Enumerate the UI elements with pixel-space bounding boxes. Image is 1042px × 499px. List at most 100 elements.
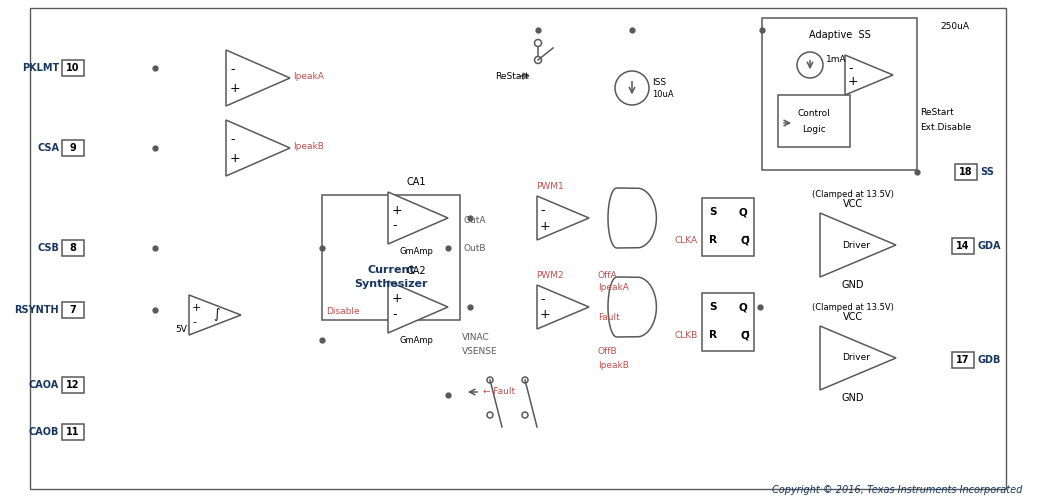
- Text: VCC: VCC: [843, 199, 863, 209]
- Bar: [702, 293, 754, 351]
- Text: RSYNTH: RSYNTH: [15, 305, 59, 315]
- Text: Q: Q: [738, 302, 747, 312]
- Text: Q̅: Q̅: [740, 235, 749, 245]
- Text: +: +: [392, 204, 402, 217]
- Polygon shape: [609, 277, 656, 337]
- Polygon shape: [537, 285, 589, 329]
- Circle shape: [487, 412, 493, 418]
- Text: GmAmp: GmAmp: [399, 336, 432, 345]
- Text: CLKB: CLKB: [675, 330, 698, 339]
- Text: CAOB: CAOB: [28, 427, 59, 437]
- Text: +: +: [540, 308, 550, 321]
- Text: IpeakA: IpeakA: [293, 71, 324, 80]
- Text: Driver: Driver: [842, 241, 870, 250]
- Text: -: -: [230, 63, 234, 76]
- Text: GDA: GDA: [977, 241, 1000, 251]
- Text: -: -: [392, 220, 397, 233]
- Text: Ext.Disable: Ext.Disable: [920, 122, 971, 132]
- Text: IpeakA: IpeakA: [598, 283, 629, 292]
- Text: +: +: [540, 220, 550, 233]
- Text: S: S: [709, 207, 717, 217]
- Polygon shape: [609, 188, 656, 248]
- Bar: [322, 195, 460, 320]
- Bar: [63, 240, 84, 256]
- Bar: [762, 18, 917, 170]
- Bar: [702, 198, 754, 256]
- Text: Disable: Disable: [326, 307, 359, 316]
- Bar: [778, 95, 850, 147]
- Text: IpeakB: IpeakB: [293, 142, 324, 151]
- Circle shape: [615, 71, 649, 105]
- Text: Control: Control: [797, 108, 830, 117]
- Text: Synthesizer: Synthesizer: [354, 279, 428, 289]
- Text: ReStart: ReStart: [920, 107, 953, 116]
- Text: ReStart: ReStart: [495, 71, 528, 80]
- Text: 11: 11: [67, 427, 80, 437]
- Text: 1mA: 1mA: [826, 54, 846, 63]
- Text: -: -: [392, 308, 397, 321]
- Text: Fault: Fault: [598, 313, 620, 322]
- Text: VINAC: VINAC: [462, 332, 490, 341]
- Text: R: R: [709, 235, 717, 245]
- Text: ∫: ∫: [214, 308, 220, 321]
- Text: SS: SS: [979, 167, 994, 177]
- Circle shape: [487, 377, 493, 383]
- Text: Driver: Driver: [842, 353, 870, 362]
- Text: CAOA: CAOA: [29, 380, 59, 390]
- Polygon shape: [388, 281, 448, 333]
- Text: CSB: CSB: [38, 243, 59, 253]
- Text: R: R: [709, 330, 717, 340]
- Text: PKLMT: PKLMT: [22, 63, 59, 73]
- Polygon shape: [226, 50, 290, 106]
- Text: 12: 12: [67, 380, 80, 390]
- Text: 17: 17: [957, 355, 970, 365]
- Bar: [63, 140, 84, 156]
- Text: Current: Current: [367, 265, 415, 275]
- Text: Logic: Logic: [802, 124, 826, 134]
- Polygon shape: [820, 213, 896, 277]
- Text: +: +: [848, 74, 859, 87]
- Text: S: S: [709, 302, 717, 312]
- Text: (Clamped at 13.5V): (Clamped at 13.5V): [812, 303, 894, 312]
- Text: -: -: [192, 317, 196, 327]
- Text: IpeakB: IpeakB: [598, 360, 629, 369]
- Text: 7: 7: [70, 305, 76, 315]
- Bar: [63, 60, 84, 76]
- Text: GmAmp: GmAmp: [399, 247, 432, 256]
- Text: Copyright © 2016, Texas Instruments Incorporated: Copyright © 2016, Texas Instruments Inco…: [772, 485, 1022, 495]
- Text: -: -: [540, 205, 545, 218]
- Text: GND: GND: [842, 280, 864, 290]
- Text: +: +: [192, 303, 201, 313]
- Text: GDB: GDB: [977, 355, 1000, 365]
- Text: +: +: [230, 81, 241, 94]
- Bar: [952, 352, 974, 368]
- Circle shape: [797, 52, 823, 78]
- Bar: [952, 238, 974, 254]
- Polygon shape: [388, 192, 448, 244]
- Text: Q̅: Q̅: [740, 330, 749, 340]
- Text: PWM1: PWM1: [537, 182, 564, 191]
- Polygon shape: [845, 55, 893, 95]
- Text: ← Fault: ← Fault: [483, 388, 515, 397]
- Text: 10uA: 10uA: [652, 89, 673, 98]
- Text: -: -: [848, 62, 852, 75]
- Polygon shape: [189, 295, 241, 335]
- Bar: [63, 377, 84, 393]
- Text: CLKA: CLKA: [675, 236, 698, 245]
- Text: 5V: 5V: [175, 324, 187, 333]
- Text: 8: 8: [70, 243, 76, 253]
- Text: OffA: OffA: [598, 270, 618, 279]
- Text: 10: 10: [67, 63, 80, 73]
- Text: 14: 14: [957, 241, 970, 251]
- Bar: [63, 424, 84, 440]
- Circle shape: [535, 39, 542, 46]
- Text: VSENSE: VSENSE: [462, 347, 498, 356]
- Circle shape: [535, 56, 542, 63]
- Text: OutB: OutB: [463, 244, 486, 252]
- Text: VCC: VCC: [843, 312, 863, 322]
- Text: CSA: CSA: [38, 143, 59, 153]
- Text: Adaptive  SS: Adaptive SS: [809, 30, 870, 40]
- Circle shape: [522, 377, 528, 383]
- Bar: [956, 164, 977, 180]
- Polygon shape: [226, 120, 290, 176]
